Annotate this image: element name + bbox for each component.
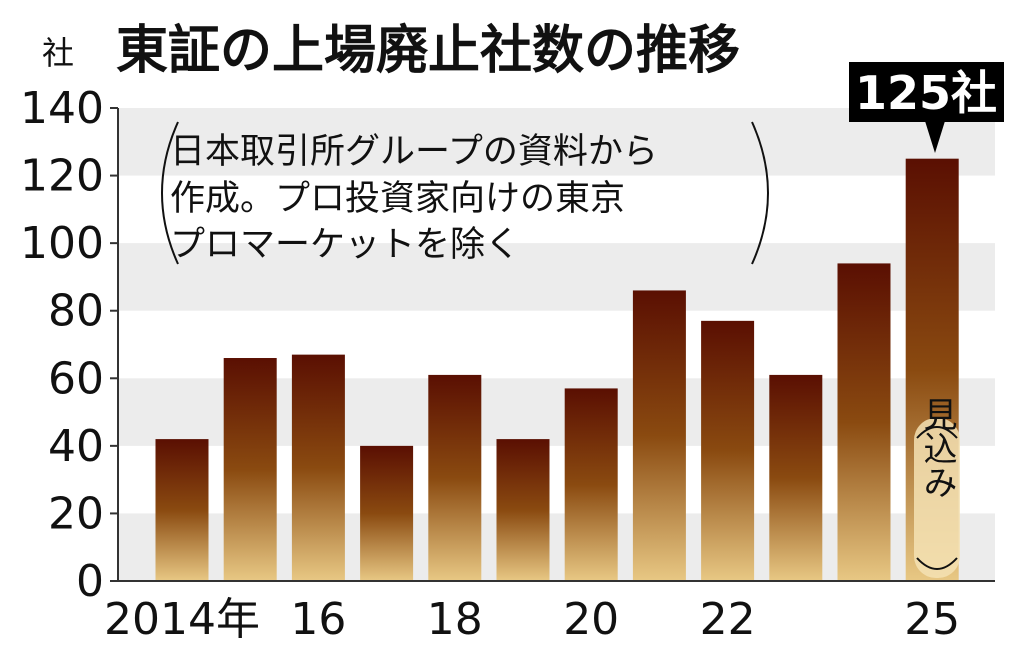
note-line-2: 作成。プロ投資家向けの東京 [170, 179, 625, 219]
x-tick-label: 16 [290, 594, 346, 645]
note-line-1: 日本取引所グループの資料から [170, 132, 658, 172]
callout-text: 125社 [855, 66, 997, 120]
bar-2015 [223, 358, 277, 581]
grid-band [118, 108, 995, 176]
y-axis-unit: 社 [42, 34, 74, 72]
estimate-text: 見込み [917, 397, 957, 499]
x-tick-label: 25 [904, 594, 960, 645]
source-note: 日本取引所グループの資料から 作成。プロ投資家向けの東京 プロマーケットを除く [161, 121, 769, 265]
x-axis-ticks: 2014年 16 18 20 22 25 [104, 594, 960, 645]
y-tick-label: 20 [48, 488, 104, 539]
x-tick-label: 22 [700, 594, 756, 645]
note-paren-left [161, 121, 179, 265]
callout-box [849, 62, 1004, 122]
y-tick-label: 80 [48, 286, 104, 337]
y-tick-label: 140 [20, 83, 104, 134]
y-tick-label: 120 [20, 151, 104, 202]
y-tick-label: 0 [76, 556, 104, 607]
callout-pointer [925, 121, 945, 153]
bar-2017 [360, 445, 414, 581]
x-tick-label: 20 [563, 594, 619, 645]
y-tick-label: 100 [20, 218, 104, 269]
bar-2019 [496, 439, 550, 581]
y-axis-ticks: 0 20 40 60 80 100 120 140 [20, 83, 118, 607]
y-tick-label: 60 [48, 353, 104, 404]
note-paren-right [751, 121, 769, 265]
note-line-3: プロマーケットを除く [170, 225, 520, 265]
chart-title: 東証の上場廃止社数の推移 [116, 21, 740, 81]
estimate-label: 見込み [914, 397, 960, 578]
bar-2023 [769, 374, 823, 581]
bar-2022 [701, 320, 755, 581]
bar-2018 [428, 374, 482, 581]
bar-2024 [837, 263, 891, 581]
bar-2020 [564, 388, 618, 581]
callout: 125社 [849, 62, 1004, 153]
bar-2016 [291, 354, 345, 581]
x-tick-label: 2014年 [104, 594, 260, 645]
x-tick-label: 18 [427, 594, 483, 645]
y-tick-label: 40 [48, 421, 104, 472]
bar-2021 [632, 290, 686, 581]
bar-2014 [155, 439, 209, 581]
